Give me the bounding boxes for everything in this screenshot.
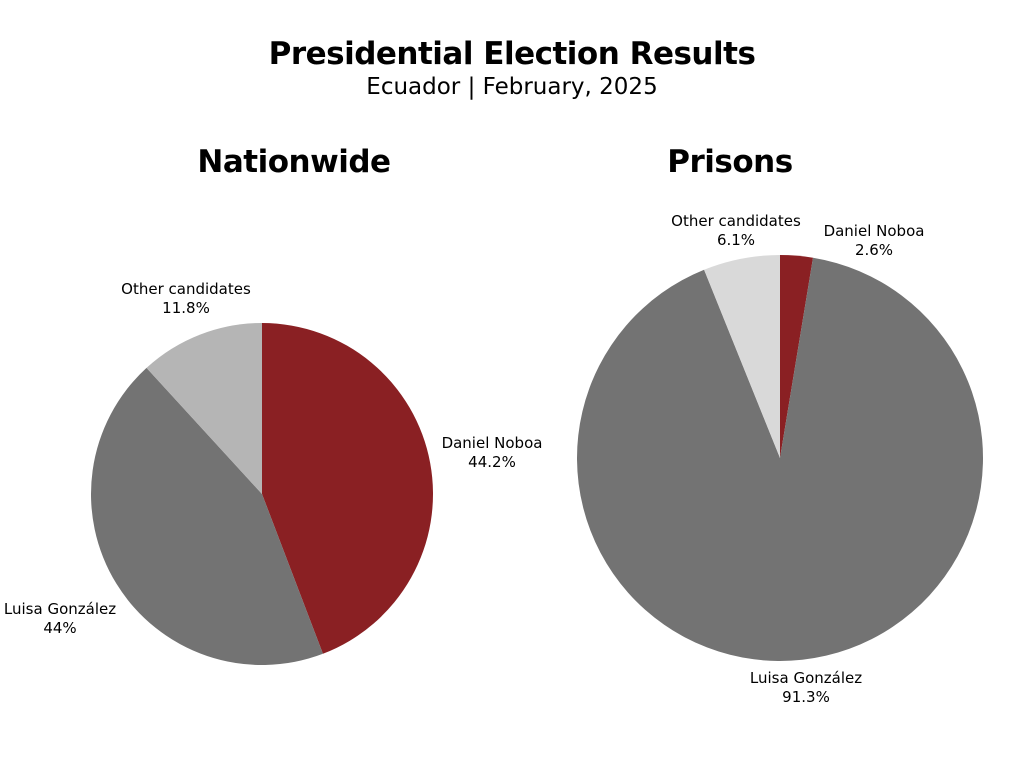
prisons-label-daniel-noboa-value: 2.6% (855, 241, 893, 259)
nationwide-label-luisa-gonz-lez-name: Luisa González (4, 600, 116, 618)
chart-title: Presidential Election Results (268, 36, 756, 72)
nationwide-slice-luisa-gonz-lez (90, 367, 323, 665)
chart-subtitle: Ecuador | February, 2025 (366, 74, 658, 100)
prisons-slice-luisa-gonz-lez (576, 257, 983, 661)
prisons-label-daniel-noboa-name: Daniel Noboa (824, 222, 925, 240)
prisons-label-luisa-gonz-lez-name: Luisa González (750, 669, 862, 687)
prisons-label-other-candidates-name: Other candidates (671, 212, 801, 230)
prisons-pie-title: Prisons (667, 144, 793, 180)
prisons-label-luisa-gonz-lez-value: 91.3% (782, 688, 830, 706)
prisons-slice-other-candidates (704, 255, 780, 458)
nationwide-label-other-candidates-name: Other candidates (121, 280, 251, 298)
nationwide-label-daniel-noboa-name: Daniel Noboa (442, 434, 543, 452)
prisons-label-other-candidates-value: 6.1% (717, 231, 755, 249)
prisons-slice-daniel-noboa (780, 255, 814, 458)
nationwide-label-daniel-noboa-value: 44.2% (468, 453, 516, 471)
nationwide-label-luisa-gonz-lez-value: 44% (43, 619, 76, 637)
nationwide-label-other-candidates-value: 11.8% (162, 299, 210, 317)
nationwide-slice-daniel-noboa (262, 323, 433, 654)
nationwide-pie-title: Nationwide (197, 144, 391, 180)
nationwide-slice-other-candidates (146, 323, 262, 494)
